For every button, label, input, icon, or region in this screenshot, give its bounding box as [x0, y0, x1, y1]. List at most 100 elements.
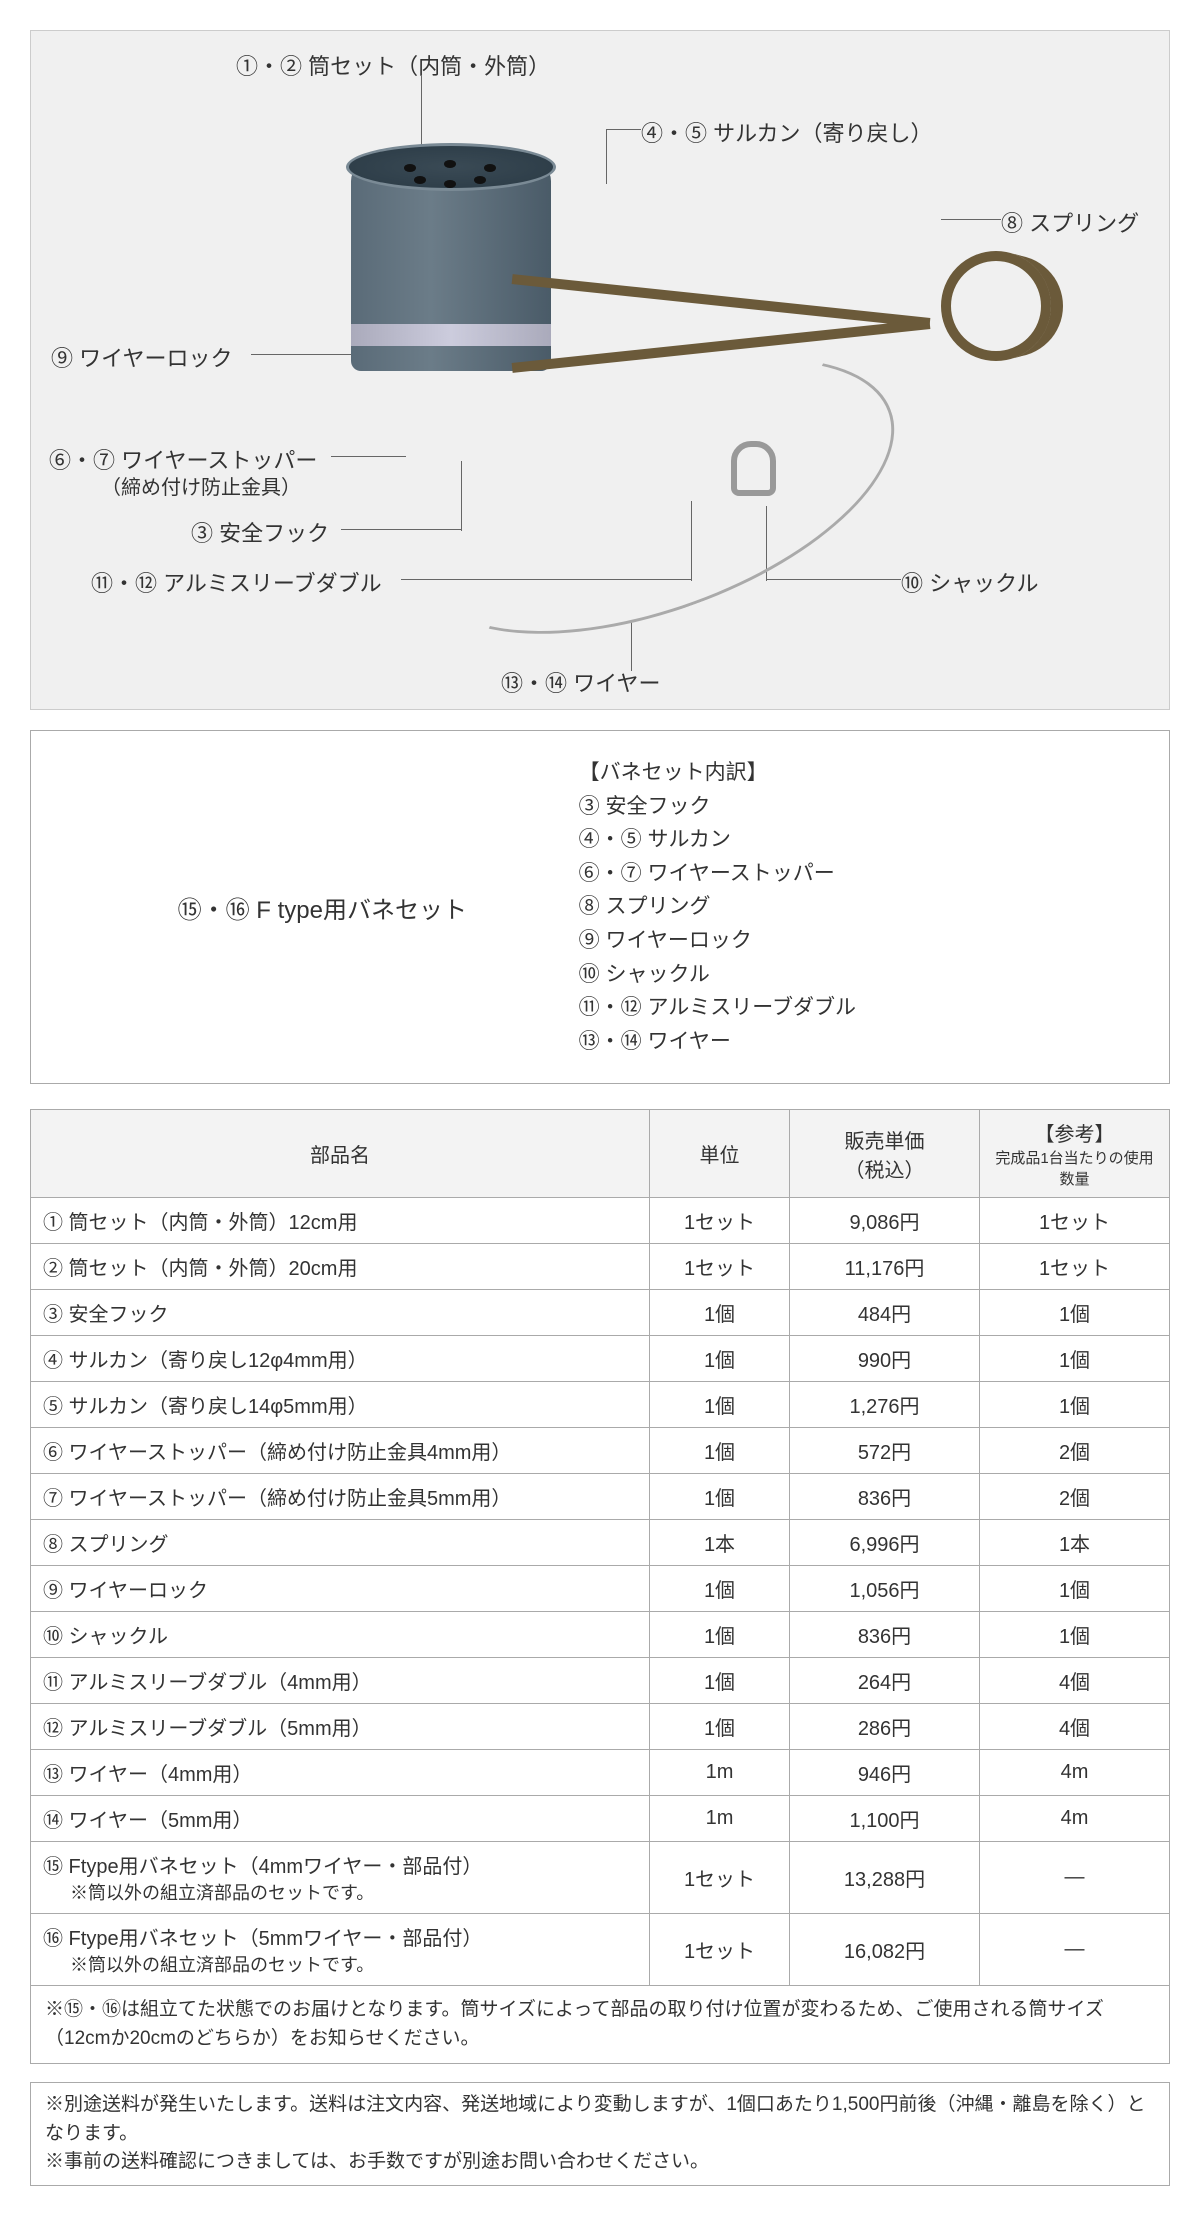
cell-qty: 1個	[980, 1290, 1170, 1336]
table-row: ② 筒セット（内筒・外筒）20cm用1セット11,176円1セット	[31, 1244, 1170, 1290]
th-name: 部品名	[31, 1110, 650, 1198]
spring-set-item: ⑬・⑭ ワイヤー	[579, 1025, 1134, 1059]
table-row: ① 筒セット（内筒・外筒）12cm用1セット9,086円1セット	[31, 1198, 1170, 1244]
table-row: ⑪ アルミスリーブダブル（4mm用）1個264円4個	[31, 1658, 1170, 1704]
table-row: ③ 安全フック1個484円1個	[31, 1290, 1170, 1336]
cell-unit: 1個	[650, 1382, 790, 1428]
cell-unit: 1セット	[650, 1842, 790, 1914]
cell-qty: 1個	[980, 1612, 1170, 1658]
th-price: 販売単価 （税込）	[790, 1110, 980, 1198]
table-row: ⑨ ワイヤーロック1個1,056円1個	[31, 1566, 1170, 1612]
cell-price: 11,176円	[790, 1244, 980, 1290]
cell-price: 836円	[790, 1612, 980, 1658]
cell-price: 16,082円	[790, 1914, 980, 1986]
shipping-note: ※別途送料が発生いたします。送料は注文内容、発送地域により変動しますが、1個口あ…	[30, 2082, 1170, 2186]
cell-qty: 4個	[980, 1704, 1170, 1750]
cell-unit: 1セット	[650, 1198, 790, 1244]
cell-unit: 1個	[650, 1428, 790, 1474]
cell-unit: 1個	[650, 1336, 790, 1382]
label-stopper-2: （締め付け防止金具）	[101, 471, 301, 500]
cell-price: 286円	[790, 1704, 980, 1750]
cell-unit: 1個	[650, 1612, 790, 1658]
label-shackle: ⑩ シャックル	[901, 566, 1038, 598]
spring-set-contents: 【バネセット内訳】 ③ 安全フック④・⑤ サルカン⑥・⑦ ワイヤーストッパー⑧ …	[579, 756, 1134, 1058]
table-footnote: ※⑮・⑯は組立てた状態でのお届けとなります。筒サイズによって部品の取り付け位置が…	[30, 1986, 1170, 2064]
product-diagram: ①・② 筒セット（内筒・外筒） ④・⑤ サルカン（寄り戻し） ⑧ スプリング ⑨…	[30, 30, 1170, 710]
cell-price: 946円	[790, 1750, 980, 1796]
cell-name-note: ※筒以外の組立済部品のセットです。	[43, 1879, 637, 1905]
table-row: ⑬ ワイヤー（4mm用）1m946円4m	[31, 1750, 1170, 1796]
spring-set-item: ⑥・⑦ ワイヤーストッパー	[579, 857, 1134, 891]
table-row: ④ サルカン（寄り戻し12φ4mm用）1個990円1個	[31, 1336, 1170, 1382]
cell-unit: 1個	[650, 1474, 790, 1520]
cell-unit: 1個	[650, 1566, 790, 1612]
cell-name-note: ※筒以外の組立済部品のセットです。	[43, 1951, 637, 1977]
cell-name: ① 筒セット（内筒・外筒）12cm用	[31, 1198, 650, 1244]
table-row: ⑥ ワイヤーストッパー（締め付け防止金具4mm用）1個572円2個	[31, 1428, 1170, 1474]
spring-set-heading: 【バネセット内訳】	[579, 756, 1134, 790]
cell-price: 264円	[790, 1658, 980, 1704]
cell-qty: 4個	[980, 1658, 1170, 1704]
cell-name: ⑪ アルミスリーブダブル（4mm用）	[31, 1658, 650, 1704]
table-row: ⑩ シャックル1個836円1個	[31, 1612, 1170, 1658]
cell-name: ⑧ スプリング	[31, 1520, 650, 1566]
cell-qty: 4m	[980, 1796, 1170, 1842]
cell-name: ⑨ ワイヤーロック	[31, 1566, 650, 1612]
cell-unit: 1個	[650, 1704, 790, 1750]
spring-set-item: ⑩ シャックル	[579, 958, 1134, 992]
spring-set-title: ⑮・⑯ F type用バネセット	[66, 756, 579, 1058]
cell-name: ⑥ ワイヤーストッパー（締め付け防止金具4mm用）	[31, 1428, 650, 1474]
cell-name: ⑤ サルカン（寄り戻し14φ5mm用）	[31, 1382, 650, 1428]
cell-price: 9,086円	[790, 1198, 980, 1244]
cell-unit: 1セット	[650, 1244, 790, 1290]
shipping-note-line1: ※別途送料が発生いたします。送料は注文内容、発送地域により変動しますが、1個口あ…	[45, 2091, 1155, 2148]
cell-name: ⑬ ワイヤー（4mm用）	[31, 1750, 650, 1796]
cell-qty: 1個	[980, 1336, 1170, 1382]
cell-price: 1,276円	[790, 1382, 980, 1428]
cell-qty: 1個	[980, 1566, 1170, 1612]
cell-qty: 4m	[980, 1750, 1170, 1796]
th-ref: 【参考】 完成品1台当たりの使用数量	[980, 1110, 1170, 1198]
spring-set-box: ⑮・⑯ F type用バネセット 【バネセット内訳】 ③ 安全フック④・⑤ サル…	[30, 730, 1170, 1084]
table-row: ⑫ アルミスリーブダブル（5mm用）1個286円4個	[31, 1704, 1170, 1750]
th-unit: 単位	[650, 1110, 790, 1198]
cell-name: ④ サルカン（寄り戻し12φ4mm用）	[31, 1336, 650, 1382]
table-row: ⑯ Ftype用バネセット（5mmワイヤー・部品付）※筒以外の組立済部品のセット…	[31, 1914, 1170, 1986]
cell-unit: 1m	[650, 1750, 790, 1796]
cell-unit: 1m	[650, 1796, 790, 1842]
shipping-note-line2: ※事前の送料確認につきましては、お手数ですが別途お問い合わせください。	[45, 2148, 1155, 2177]
spring-set-item: ③ 安全フック	[579, 790, 1134, 824]
cell-name: ② 筒セット（内筒・外筒）20cm用	[31, 1244, 650, 1290]
cell-qty: 2個	[980, 1474, 1170, 1520]
cell-name: ⑦ ワイヤーストッパー（締め付け防止金具5mm用）	[31, 1474, 650, 1520]
cell-unit: 1セット	[650, 1914, 790, 1986]
cell-unit: 1個	[650, 1290, 790, 1336]
cell-qty: 1本	[980, 1520, 1170, 1566]
table-row: ⑤ サルカン（寄り戻し14φ5mm用）1個1,276円1個	[31, 1382, 1170, 1428]
cell-price: 990円	[790, 1336, 980, 1382]
table-row: ⑦ ワイヤーストッパー（締め付け防止金具5mm用）1個836円2個	[31, 1474, 1170, 1520]
cell-name: ⑭ ワイヤー（5mm用）	[31, 1796, 650, 1842]
cell-price: 1,056円	[790, 1566, 980, 1612]
table-row: ⑮ Ftype用バネセット（4mmワイヤー・部品付）※筒以外の組立済部品のセット…	[31, 1842, 1170, 1914]
cell-qty: 2個	[980, 1428, 1170, 1474]
cell-price: 13,288円	[790, 1842, 980, 1914]
label-wire-lock: ⑨ ワイヤーロック	[51, 341, 232, 373]
cell-name: ⑯ Ftype用バネセット（5mmワイヤー・部品付）※筒以外の組立済部品のセット…	[31, 1914, 650, 1986]
table-row: ⑧ スプリング1本6,996円1本	[31, 1520, 1170, 1566]
spring-set-item: ⑪・⑫ アルミスリーブダブル	[579, 991, 1134, 1025]
cell-qty: 1セット	[980, 1244, 1170, 1290]
cell-name: ⑫ アルミスリーブダブル（5mm用）	[31, 1704, 650, 1750]
cell-qty: 1個	[980, 1382, 1170, 1428]
label-tube-set: ①・② 筒セット（内筒・外筒）	[236, 49, 550, 81]
parts-table: 部品名 単位 販売単価 （税込） 【参考】 完成品1台当たりの使用数量 ① 筒セ…	[30, 1109, 1170, 1986]
cell-qty: ―	[980, 1842, 1170, 1914]
cell-price: 836円	[790, 1474, 980, 1520]
cell-price: 1,100円	[790, 1796, 980, 1842]
cell-price: 572円	[790, 1428, 980, 1474]
cell-price: 6,996円	[790, 1520, 980, 1566]
label-hook: ③ 安全フック	[191, 516, 329, 548]
spring-set-item: ④・⑤ サルカン	[579, 823, 1134, 857]
cell-price: 484円	[790, 1290, 980, 1336]
cell-name: ⑩ シャックル	[31, 1612, 650, 1658]
